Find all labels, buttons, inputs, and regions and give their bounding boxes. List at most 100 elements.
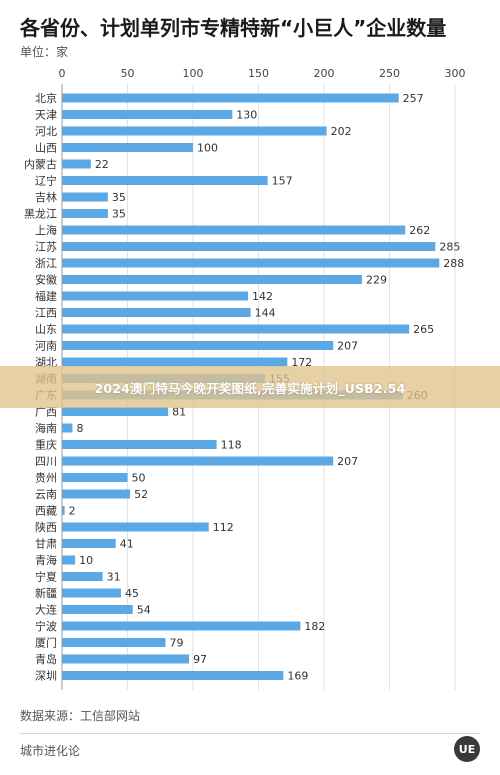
value-label: 144 [255, 307, 276, 320]
bar [62, 291, 249, 301]
value-label: 172 [291, 356, 312, 369]
category-label: 山西 [35, 142, 57, 155]
bar [62, 506, 65, 515]
bar [62, 209, 108, 218]
category-label: 青岛 [35, 652, 57, 666]
unit-label: 单位：家 [20, 45, 69, 59]
value-label: 202 [331, 125, 352, 138]
banner-text: 2024澳门特马今晚开奖图纸,完善实施计划_USB2.54 [94, 380, 406, 396]
bar [62, 588, 121, 598]
value-label: 229 [366, 274, 387, 287]
bar [62, 159, 91, 169]
category-label: 河南 [35, 340, 57, 353]
value-label: 54 [137, 604, 151, 617]
bar [62, 176, 268, 185]
category-label: 黑龙江 [24, 208, 57, 221]
value-label: 97 [193, 653, 207, 666]
bar [62, 440, 217, 449]
bar [62, 539, 116, 548]
category-label: 海南 [35, 421, 57, 435]
value-label: 10 [79, 554, 93, 567]
bar [62, 143, 193, 152]
category-label: 深圳 [35, 670, 57, 683]
category-label: 辽宁 [35, 174, 57, 188]
value-label: 285 [439, 241, 460, 254]
value-label: 41 [120, 538, 134, 551]
bar [62, 522, 209, 532]
value-label: 81 [172, 406, 186, 419]
value-label: 142 [252, 290, 273, 303]
value-label: 207 [337, 340, 358, 353]
category-label: 福建 [35, 289, 57, 303]
value-label: 262 [409, 224, 430, 237]
value-label: 112 [213, 521, 234, 534]
bar [62, 489, 131, 499]
bar [62, 341, 334, 350]
x-tick-label: 300 [445, 67, 466, 80]
category-label: 北京 [35, 91, 57, 105]
category-label: 云南 [35, 488, 57, 501]
category-label: 上海 [35, 223, 57, 237]
bar [62, 308, 251, 317]
bar [62, 555, 76, 565]
x-tick-label: 50 [121, 67, 135, 80]
x-tick-label: 250 [379, 67, 400, 80]
category-label: 安徽 [35, 273, 57, 287]
category-label: 宁波 [35, 619, 57, 633]
bar [62, 456, 334, 466]
category-label: 重庆 [35, 438, 57, 452]
value-label: 50 [132, 472, 146, 485]
bar [62, 242, 436, 251]
bar [62, 423, 73, 433]
bar [62, 126, 327, 136]
category-label: 山东 [35, 323, 57, 336]
category-label: 甘肃 [35, 538, 57, 551]
value-label: 257 [403, 92, 424, 105]
value-label: 2 [69, 505, 76, 518]
category-label: 广西 [35, 406, 57, 419]
data-source: 数据来源：工信部网站 [20, 709, 141, 723]
footer-divider [20, 733, 480, 734]
bar [62, 407, 169, 416]
bar [62, 93, 399, 103]
value-label: 8 [76, 422, 83, 435]
bar [62, 275, 362, 284]
bar [62, 671, 284, 680]
bar [62, 654, 190, 664]
value-label: 52 [134, 488, 148, 501]
category-label: 江西 [35, 307, 57, 320]
category-label: 厦门 [35, 636, 57, 650]
category-label: 天津 [35, 109, 57, 122]
value-label: 157 [272, 175, 293, 188]
bar [62, 473, 128, 482]
category-label: 江苏 [35, 241, 57, 254]
bar [62, 621, 301, 631]
value-label: 288 [443, 257, 464, 270]
brand-name: 城市进化论 [20, 744, 81, 758]
x-tick-label: 100 [183, 67, 204, 80]
bar [62, 638, 166, 647]
bar [62, 324, 410, 334]
value-label: 79 [169, 637, 183, 650]
category-label: 陕西 [35, 520, 57, 534]
value-label: 130 [236, 109, 257, 122]
bar [62, 225, 406, 235]
bar [62, 357, 288, 367]
bar [62, 572, 103, 581]
value-label: 118 [221, 439, 242, 452]
value-label: 100 [197, 142, 218, 155]
value-label: 182 [304, 620, 325, 633]
value-label: 45 [125, 587, 139, 600]
x-tick-label: 200 [314, 67, 335, 80]
bar [62, 192, 108, 202]
category-label: 大连 [35, 603, 57, 617]
bar [62, 258, 440, 268]
category-label: 贵州 [35, 472, 57, 485]
category-label: 内蒙古 [24, 157, 57, 171]
bar [62, 605, 133, 614]
value-label: 169 [287, 670, 308, 683]
value-label: 22 [95, 158, 109, 171]
value-label: 35 [112, 191, 126, 204]
value-label: 207 [337, 455, 358, 468]
value-label: 35 [112, 208, 126, 221]
